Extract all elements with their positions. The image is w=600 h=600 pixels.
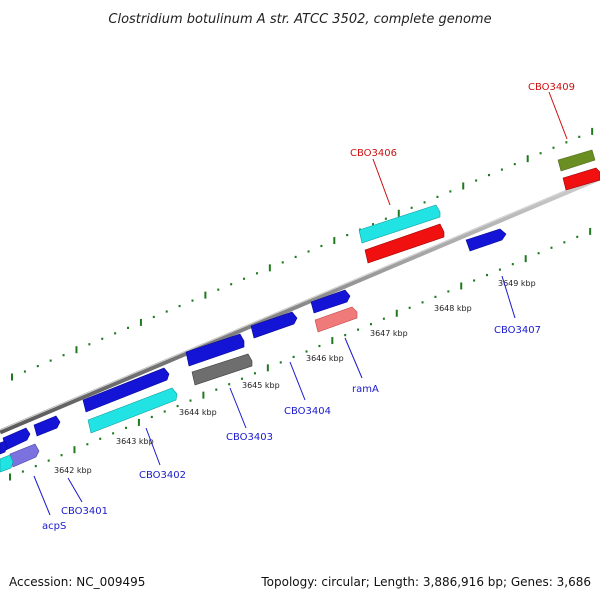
gene-cbo3409-red[interactable]	[562, 167, 600, 191]
kbp-label-3647: 3647 kbp	[370, 329, 408, 338]
label-cbo3403[interactable]: CBO3403	[226, 432, 273, 443]
map-title: Clostridium botulinum A str. ATCC 3502, …	[108, 12, 491, 27]
genome-backbone-highlight	[0, 175, 600, 431]
leader-acps	[33, 475, 51, 516]
genome-backbone	[0, 175, 600, 435]
gene-blue-3646a[interactable]	[310, 289, 351, 314]
gene-labels: CBO3406 CBO3409 CBO3407 ramA CBO3404 CBO…	[42, 82, 575, 532]
leader-cbo3402	[145, 427, 161, 466]
gene-cbo3404[interactable]	[250, 311, 298, 339]
gene-blue-3641-edge[interactable]	[0, 440, 8, 455]
kbp-label-3643: 3643 kbp	[116, 437, 154, 446]
gene-rama[interactable]	[314, 306, 358, 333]
gene-blue-3642b[interactable]	[33, 415, 61, 437]
gene-cbo3403[interactable]	[191, 353, 253, 386]
kbp-scale-labels: 3642 kbp 3643 kbp 3644 kbp 3645 kbp 3646…	[54, 279, 536, 475]
leader-rama	[344, 337, 363, 379]
label-acps[interactable]: acpS	[42, 521, 66, 532]
label-cbo3407[interactable]: CBO3407	[494, 325, 541, 336]
gene-cbo3407[interactable]	[465, 228, 507, 252]
gene-blue-3645[interactable]	[185, 333, 245, 367]
leader-cbo3401	[67, 477, 83, 503]
gene-cbo3406-cyan[interactable]	[358, 204, 441, 244]
forward-strand-features	[0, 149, 600, 473]
leader-cbo3409	[548, 91, 568, 140]
label-cbo3401[interactable]: CBO3401	[61, 506, 108, 517]
kbp-label-3645: 3645 kbp	[242, 381, 280, 390]
gene-cbo3406-red[interactable]	[364, 223, 445, 264]
leader-cbo3406	[372, 158, 391, 206]
gene-blue-3643[interactable]	[82, 367, 170, 413]
genome-summary-text: Topology: circular; Length: 3,886,916 bp…	[260, 575, 591, 589]
label-cbo3406[interactable]: CBO3406	[350, 148, 397, 159]
gene-leader-lines	[33, 91, 568, 516]
kbp-label-3642: 3642 kbp	[54, 466, 92, 475]
kbp-label-3646: 3646 kbp	[306, 354, 344, 363]
gene-cyan-edge[interactable]	[0, 454, 14, 473]
leader-cbo3407	[501, 275, 516, 319]
gene-cbo3409-olive[interactable]	[557, 149, 596, 172]
label-cbo3402[interactable]: CBO3402	[139, 470, 186, 481]
lower-tick-track	[9, 227, 592, 481]
kbp-label-3644: 3644 kbp	[179, 408, 217, 417]
label-rama[interactable]: ramA	[352, 384, 379, 395]
gene-acps[interactable]	[9, 443, 40, 468]
gene-cbo3402[interactable]	[87, 387, 178, 434]
label-cbo3404[interactable]: CBO3404	[284, 406, 331, 417]
leader-cbo3404	[289, 361, 306, 401]
kbp-label-3649: 3649 kbp	[498, 279, 536, 288]
upper-tick-track	[11, 127, 594, 381]
leader-cbo3403	[229, 387, 247, 429]
accession-text: Accession: NC_009495	[9, 575, 145, 589]
label-cbo3409[interactable]: CBO3409	[528, 82, 575, 93]
kbp-label-3648: 3648 kbp	[434, 304, 472, 313]
